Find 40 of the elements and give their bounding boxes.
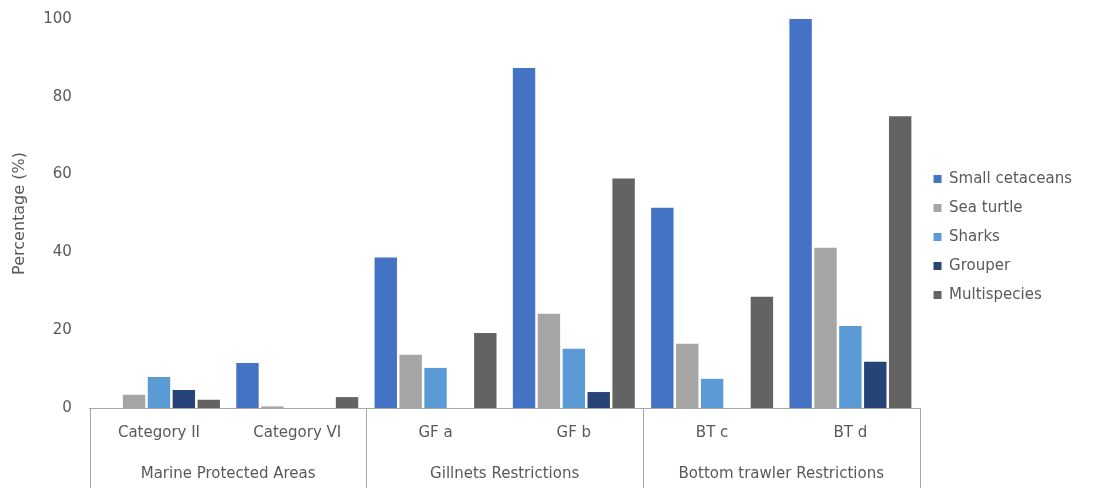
bar xyxy=(789,19,812,408)
bar xyxy=(424,367,447,408)
legend-label: Small cetaceans xyxy=(949,168,1073,187)
bar xyxy=(612,178,635,408)
bar xyxy=(374,257,397,408)
bar xyxy=(236,362,259,408)
legend-label: Sea turtle xyxy=(949,197,1023,216)
bar xyxy=(587,392,610,408)
bar xyxy=(335,397,359,408)
x-tick-label: Category VI xyxy=(253,422,342,441)
bar xyxy=(147,376,171,408)
x-tick-label: GF a xyxy=(418,422,453,441)
bar xyxy=(474,332,497,408)
legend-label: Sharks xyxy=(949,226,1001,245)
bar xyxy=(888,116,912,408)
y-tick-label: 60 xyxy=(52,164,72,183)
text: Bottom trawler Restrictions xyxy=(678,463,885,482)
x-tick-label: BT c xyxy=(695,422,729,441)
x-tick-label: GF b xyxy=(556,422,592,441)
bar xyxy=(864,361,887,408)
y-tick-label: 0 xyxy=(62,397,72,416)
bar xyxy=(750,296,774,408)
legend-label: Multispecies xyxy=(949,284,1042,303)
bar xyxy=(562,348,586,408)
bar xyxy=(700,378,724,408)
x-tick-label: Category II xyxy=(117,422,201,441)
bar xyxy=(512,68,536,408)
x-tick-label: BT d xyxy=(833,422,868,441)
y-tick-label: 100 xyxy=(43,8,72,27)
text: Gillnets Restrictions xyxy=(430,463,580,482)
y-tick-label: 40 xyxy=(52,242,72,261)
legend-label: Grouper xyxy=(949,255,1011,274)
bar xyxy=(172,390,196,408)
bar xyxy=(839,325,862,408)
text: Marine Protected Areas xyxy=(140,463,316,482)
y-tick-label: 20 xyxy=(52,320,72,339)
bar xyxy=(651,207,674,408)
y-axis-title: Percentage (%) xyxy=(8,152,28,275)
bar xyxy=(197,399,220,408)
y-tick-label: 80 xyxy=(52,86,72,105)
